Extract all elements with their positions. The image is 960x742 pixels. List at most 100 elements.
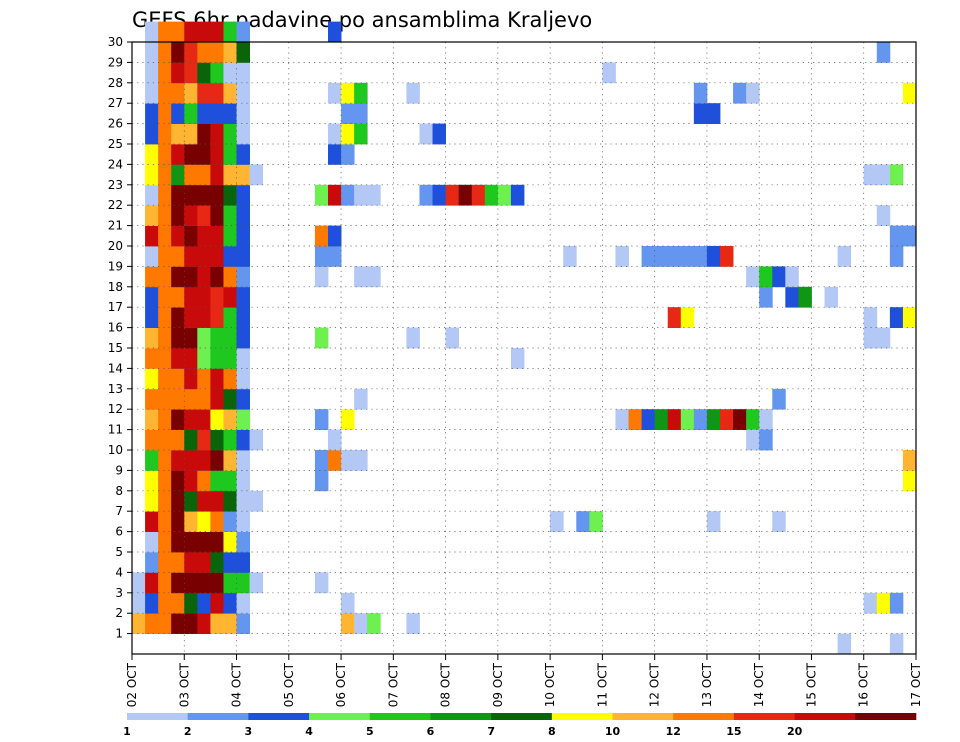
heatmap-cell bbox=[145, 368, 159, 390]
heatmap-cell bbox=[876, 42, 891, 63]
heatmap-cell bbox=[223, 613, 237, 634]
heatmap-cell bbox=[210, 572, 224, 594]
heatmap-cell bbox=[902, 225, 917, 247]
heatmap-cell bbox=[184, 592, 198, 614]
heatmap-cell bbox=[210, 490, 224, 512]
heatmap-cell bbox=[706, 511, 721, 532]
heatmap-cell bbox=[314, 246, 329, 267]
heatmap-cell bbox=[145, 409, 159, 430]
heatmap-cell bbox=[197, 327, 211, 349]
heatmap-cell bbox=[236, 266, 250, 288]
x-tick-label: 07 OCT bbox=[386, 662, 400, 707]
heatmap-cell bbox=[197, 307, 211, 328]
heatmap-cell bbox=[171, 613, 185, 634]
x-tick-label: 12 OCT bbox=[648, 662, 662, 707]
x-tick-label: 08 OCT bbox=[439, 662, 453, 707]
heatmap-cell bbox=[171, 470, 185, 492]
heatmap-cell bbox=[720, 246, 734, 267]
heatmap-cell bbox=[184, 327, 198, 349]
heatmap-cell bbox=[236, 286, 250, 308]
heatmap-cell bbox=[341, 82, 355, 104]
y-tick-label: 11 bbox=[108, 423, 123, 437]
heatmap-cell bbox=[223, 42, 237, 63]
heatmap-cell bbox=[210, 205, 224, 226]
heatmap-cell bbox=[341, 103, 355, 124]
heatmap-cell bbox=[667, 246, 682, 267]
y-tick-label: 19 bbox=[108, 259, 123, 273]
x-tick-label: 17 OCT bbox=[909, 662, 923, 707]
heatmap-cell bbox=[210, 368, 224, 390]
heatmap-cell bbox=[772, 266, 786, 288]
heatmap-cell bbox=[223, 552, 237, 573]
heatmap-cell bbox=[184, 450, 198, 471]
heatmap-cell bbox=[236, 164, 250, 186]
heatmap-cell bbox=[210, 552, 224, 573]
heatmap-cell bbox=[354, 266, 368, 288]
heatmap-cell bbox=[445, 327, 460, 349]
heatmap-cell bbox=[210, 327, 224, 349]
heatmap-cell bbox=[667, 307, 682, 328]
heatmap-cell bbox=[184, 164, 198, 186]
heatmap-cell bbox=[876, 205, 891, 226]
heatmap-cell bbox=[171, 246, 185, 267]
heatmap-cell bbox=[367, 184, 381, 206]
heatmap-cell bbox=[706, 103, 721, 124]
heatmap-cell bbox=[145, 327, 159, 349]
y-tick-label: 14 bbox=[108, 361, 123, 375]
heatmap-cell bbox=[184, 246, 198, 267]
heatmap-cell bbox=[171, 531, 185, 553]
heatmap-cell bbox=[236, 429, 250, 451]
heatmap-cell bbox=[184, 225, 198, 247]
heatmap-cell bbox=[341, 450, 355, 471]
heatmap-cell bbox=[223, 225, 237, 247]
heatmap-cell bbox=[210, 225, 224, 247]
heatmap-cell bbox=[328, 246, 342, 267]
heatmap-cell bbox=[197, 266, 211, 288]
heatmap-cell bbox=[145, 184, 159, 206]
heatmap-cell bbox=[145, 21, 159, 43]
heatmap-cell bbox=[746, 409, 760, 430]
heatmap-cell bbox=[158, 82, 172, 104]
heatmap-cell bbox=[223, 144, 237, 165]
heatmap-cell bbox=[798, 286, 812, 308]
heatmap-cell bbox=[145, 82, 159, 104]
heatmap-cell bbox=[876, 327, 891, 349]
heatmap-cell bbox=[210, 266, 224, 288]
heatmap-cell bbox=[615, 246, 629, 267]
heatmap-cell bbox=[236, 511, 250, 532]
heatmap-cell bbox=[902, 307, 917, 328]
heatmap-cell bbox=[158, 470, 172, 492]
heatmap-cell bbox=[314, 327, 329, 349]
heatmap-cell bbox=[706, 409, 721, 430]
heatmap-cell bbox=[158, 429, 172, 451]
heatmap-cell bbox=[145, 246, 159, 267]
heatmap-cell bbox=[328, 450, 342, 471]
heatmap-cell bbox=[171, 409, 185, 430]
heatmap-cell bbox=[328, 82, 342, 104]
legend-swatch bbox=[127, 713, 188, 720]
heatmap-cell bbox=[654, 409, 669, 430]
heatmap-cell bbox=[158, 123, 172, 145]
legend-swatch bbox=[673, 713, 735, 720]
heatmap-cell bbox=[184, 613, 198, 634]
heatmap-cell bbox=[354, 184, 368, 206]
heatmap-cell bbox=[314, 450, 329, 471]
x-tick-label: 03 OCT bbox=[177, 662, 191, 707]
y-tick-label: 5 bbox=[115, 545, 123, 559]
legend-swatch bbox=[369, 713, 431, 720]
heatmap-cell bbox=[236, 62, 250, 84]
y-tick-label: 7 bbox=[115, 504, 123, 518]
heatmap-cell bbox=[145, 531, 159, 553]
heatmap-cell bbox=[171, 307, 185, 328]
y-tick-label: 2 bbox=[115, 606, 123, 620]
heatmap-cell bbox=[706, 246, 721, 267]
x-tick-label: 10 OCT bbox=[543, 662, 557, 707]
heatmap-cell bbox=[158, 531, 172, 553]
heatmap-cell bbox=[314, 266, 329, 288]
heatmap-cell bbox=[158, 21, 172, 43]
heatmap-cell bbox=[328, 21, 342, 43]
x-tick-label: 15 OCT bbox=[804, 662, 818, 707]
heatmap-cell bbox=[341, 184, 355, 206]
heatmap-cell bbox=[510, 184, 525, 206]
heatmap-cell bbox=[184, 470, 198, 492]
